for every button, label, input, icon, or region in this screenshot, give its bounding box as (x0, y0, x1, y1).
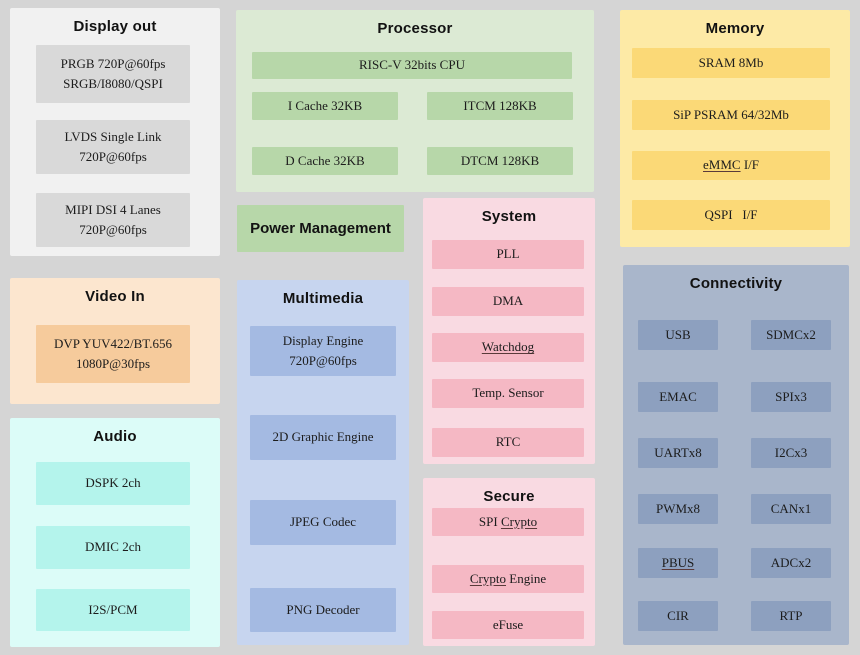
panel-title-audio: Audio (93, 428, 137, 445)
block-crypto-engine-label: Crypto Engine (469, 570, 547, 586)
block-sip-psram: SiP PSRAM 64/32Mb (632, 100, 830, 130)
block-i2s-pcm: I2S/PCM (36, 589, 190, 631)
panel-connectivity: Connectivity USB EMAC UARTx8 PWMx8 PBUS … (623, 265, 849, 645)
block-lvds-line2: 720P@60fps (79, 149, 147, 164)
block-dtcm: DTCM 128KB (427, 147, 573, 175)
block-2d-graphic-engine: 2D Graphic Engine (250, 415, 396, 460)
block-emac: EMAC (638, 382, 718, 412)
panel-title-processor: Processor (377, 20, 453, 37)
panel-memory: Memory SRAM 8Mb SiP PSRAM 64/32Mb eMMC I… (620, 10, 850, 247)
panel-system: System PLL DMA Watchdog Temp. Sensor RTC (423, 198, 595, 464)
block-pll: PLL (432, 240, 584, 269)
block-icache: I Cache 32KB (252, 92, 398, 120)
panel-title-video-in: Video In (85, 288, 145, 305)
block-spi: SPIx3 (751, 382, 831, 412)
block-dcache: D Cache 32KB (252, 147, 398, 175)
block-dma: DMA (432, 287, 584, 316)
block-temp-sensor: Temp. Sensor (432, 379, 584, 408)
block-display-engine-line2: 720P@60fps (289, 353, 357, 368)
block-dmic: DMIC 2ch (36, 526, 190, 569)
block-sdmc: SDMCx2 (751, 320, 831, 350)
block-emmc-label: eMMC I/F (703, 157, 759, 173)
panel-title-connectivity: Connectivity (689, 275, 783, 292)
block-lvds-line1: LVDS Single Link (64, 128, 162, 144)
block-spi-crypto-label: SPI Crypto (478, 513, 538, 529)
panel-title-secure: Secure (483, 488, 535, 505)
block-i2c: I2Cx3 (751, 438, 831, 468)
block-efuse: eFuse (432, 611, 584, 639)
block-dspk: DSPK 2ch (36, 462, 190, 505)
block-spi-crypto: SPI Crypto (432, 508, 584, 536)
block-uart: UARTx8 (638, 438, 718, 468)
block-watchdog: Watchdog (432, 333, 584, 362)
panel-title-multimedia: Multimedia (282, 290, 364, 307)
block-sram: SRAM 8Mb (632, 48, 830, 78)
block-watchdog-label: Watchdog (481, 339, 535, 355)
panel-display-out: Display out PRGB 720P@60fps SRGB/I8080/Q… (10, 8, 220, 256)
block-display-engine-line1: Display Engine (282, 332, 364, 348)
block-display-engine: Display Engine 720P@60fps (250, 326, 396, 376)
panel-title-memory: Memory (705, 20, 765, 37)
block-mipi-dsi: MIPI DSI 4 Lanes 720P@60fps (36, 193, 190, 247)
block-crypto-engine: Crypto Engine (432, 565, 584, 593)
block-emmc: eMMC I/F (632, 151, 830, 180)
block-qspi: QSPI I/F (632, 200, 830, 230)
panel-secure: Secure SPI Crypto Crypto Engine eFuse (423, 478, 595, 646)
block-riscv-cpu: RISC-V 32bits CPU (252, 52, 572, 79)
block-power-management: Power Management (237, 205, 404, 252)
block-prgb-srgb: PRGB 720P@60fps SRGB/I8080/QSPI (36, 45, 190, 103)
block-cir: CIR (638, 601, 718, 631)
block-pwm: PWMx8 (638, 494, 718, 524)
block-dvp-line2: 1080P@30fps (75, 356, 151, 371)
block-itcm: ITCM 128KB (427, 92, 573, 120)
block-adc: ADCx2 (751, 548, 831, 578)
block-dvp-line1: DVP YUV422/BT.656 (54, 335, 172, 351)
block-usb: USB (638, 320, 718, 350)
block-rtp: RTP (751, 601, 831, 631)
block-lvds: LVDS Single Link 720P@60fps (36, 120, 190, 174)
block-rtc: RTC (432, 428, 584, 457)
panel-audio: Audio DSPK 2ch DMIC 2ch I2S/PCM (10, 418, 220, 647)
panel-processor: Processor RISC-V 32bits CPU I Cache 32KB… (236, 10, 594, 192)
panel-video-in: Video In DVP YUV422/BT.656 1080P@30fps (10, 278, 220, 404)
block-can: CANx1 (751, 494, 831, 524)
panel-multimedia: Multimedia Display Engine 720P@60fps 2D … (237, 280, 409, 645)
block-jpeg-codec: JPEG Codec (250, 500, 396, 545)
block-mipi-line1: MIPI DSI 4 Lanes (65, 201, 161, 217)
block-mipi-line2: 720P@60fps (79, 222, 147, 237)
panel-title-display-out: Display out (73, 18, 157, 35)
block-dvp: DVP YUV422/BT.656 1080P@30fps (36, 325, 190, 383)
panel-title-system: System (481, 208, 537, 225)
block-prgb-line2: SRGB/I8080/QSPI (63, 76, 163, 91)
block-pbus-label: PBUS (661, 554, 695, 570)
block-prgb-line1: PRGB 720P@60fps (60, 55, 166, 71)
block-pbus: PBUS (638, 548, 718, 578)
block-png-decoder: PNG Decoder (250, 588, 396, 632)
